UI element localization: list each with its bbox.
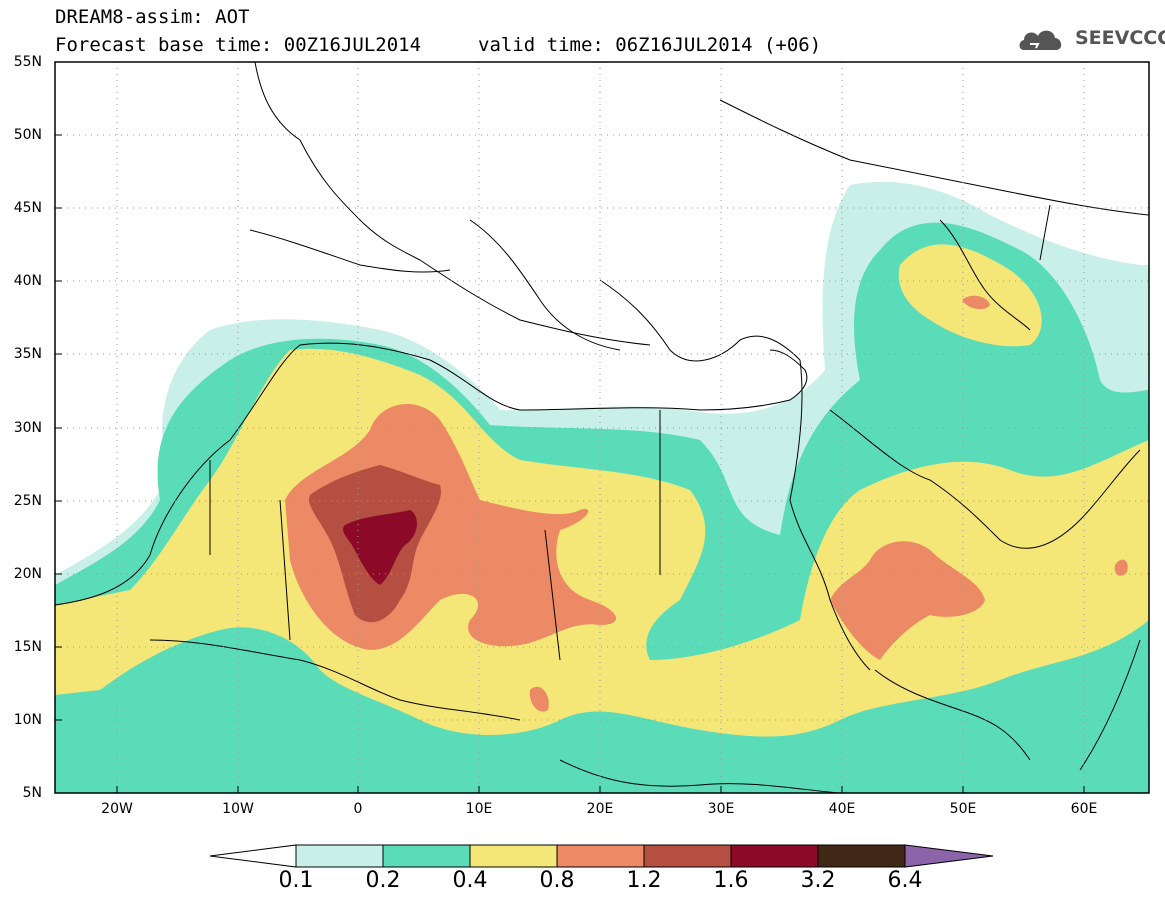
aot-spot-0.8 [529,686,549,712]
colorbar-label: 0.2 [365,868,401,893]
logo-text: SEEVCCC [1075,27,1165,49]
lat-label: 35N [13,346,42,362]
colorbar-label: 1.6 [713,868,749,893]
lon-label: 50E [949,801,977,817]
lat-label: 5N [22,785,42,801]
lon-label: 0 [353,801,363,817]
lat-label: 10N [13,712,42,728]
lat-label: 55N [13,54,42,70]
colorbar-label: 0.1 [278,868,314,893]
lon-label: 40E [828,801,856,817]
lat-label: 15N [13,639,42,655]
lon-label: 30E [707,801,735,817]
lon-label: 20E [586,801,614,817]
colorbar-label: 0.8 [539,868,575,893]
graticule [55,62,1149,793]
map-outlines [54,61,1150,794]
lat-label: 20N [13,566,42,582]
colorbar-label: 3.2 [800,868,836,893]
lon-label: 20W [101,801,133,817]
aot-caspian-0.4 [898,244,1042,347]
colorbar-label: 0.4 [452,868,488,893]
aot-arabia-0.8 [830,541,985,660]
lon-label: 10W [222,801,254,817]
lat-label: 40N [13,273,42,289]
lon-label: 60E [1070,801,1098,817]
lat-label: 25N [13,493,42,509]
lat-label: 30N [13,420,42,436]
colorbar-label: 1.2 [626,868,662,893]
lat-label: 50N [13,127,42,143]
colorbar-label: 6.4 [887,868,923,893]
ticks [55,134,1085,793]
map-title: DREAM8-assim: AOT [55,6,250,28]
aot-caspian-0.8 [962,295,990,310]
cloud-logo-icon [1019,30,1062,50]
lon-label: 10E [465,801,493,817]
base-time-label: Forecast base time: 00Z16JUL2014 [55,34,422,56]
aot-band-1.6 [342,510,417,585]
aot-spot2-0.8 [1114,559,1128,576]
valid-time-label: valid time: 06Z16JUL2014 (+06) [478,34,822,56]
lat-label: 45N [13,200,42,216]
